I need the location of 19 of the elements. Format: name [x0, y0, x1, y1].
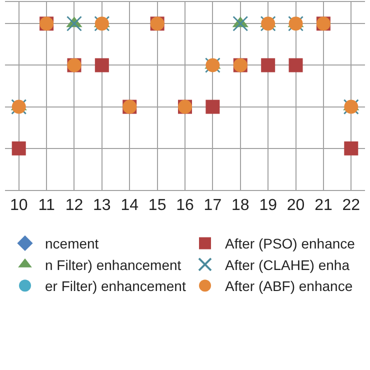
x-tick-label: 14 [120, 197, 139, 214]
legend-label: n Filter) enhancement [45, 256, 182, 273]
x-tick-label: 20 [286, 197, 305, 214]
x-tick-label: 15 [148, 197, 166, 214]
x-tick-label: 11 [38, 197, 55, 214]
x-tick-label: 16 [176, 197, 194, 214]
x-tick-label: 13 [93, 197, 111, 214]
x-tick-label: 12 [65, 197, 84, 214]
x-tick-label: 22 [342, 197, 360, 214]
x-tick-label: 21 [314, 197, 332, 214]
legend-label: ncement [45, 236, 99, 252]
x-tick-label: 17 [204, 197, 222, 214]
legend-label: After (PSO) enhance [225, 236, 356, 252]
x-tick-label: 19 [259, 197, 278, 214]
legend-label: er Filter) enhancement [45, 278, 186, 294]
legend-label: After (ABF) enhance [225, 278, 353, 294]
x-tick-label: 10 [10, 197, 28, 214]
legend-label: After (CLAHE) enha [225, 256, 350, 273]
x-tick-label: 18 [231, 197, 250, 214]
